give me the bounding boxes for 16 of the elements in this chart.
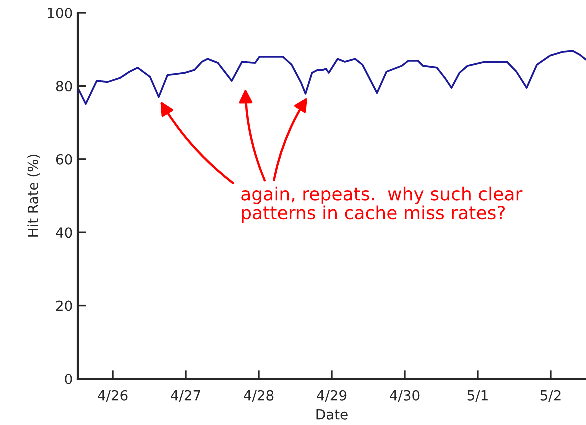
x-tick-label: 4/30 <box>390 390 420 402</box>
y-tick-label: 60 <box>56 154 72 165</box>
y-tick-label: 20 <box>56 300 72 312</box>
x-tick-label: 4/27 <box>171 390 200 402</box>
y-tick-label: 40 <box>56 228 72 238</box>
x-tick-label: 5/1 <box>468 390 488 402</box>
y-tick-label: 80 <box>56 81 72 92</box>
x-tick-label: 4/29 <box>317 390 347 402</box>
y-tick-label: 100 <box>48 8 72 18</box>
x-tick-label: 5/2 <box>540 390 561 402</box>
x-tick-label: 4/26 <box>98 390 128 402</box>
x-axis-title: Date <box>316 410 348 420</box>
annotation: again, repeats. why such clear patterns in cache miss rates? <box>242 186 523 224</box>
y-tick-label: 0 <box>65 374 72 384</box>
y-axis-title: Hit Rate (%) <box>28 154 40 237</box>
x-tick-label: 4/28 <box>244 390 274 402</box>
